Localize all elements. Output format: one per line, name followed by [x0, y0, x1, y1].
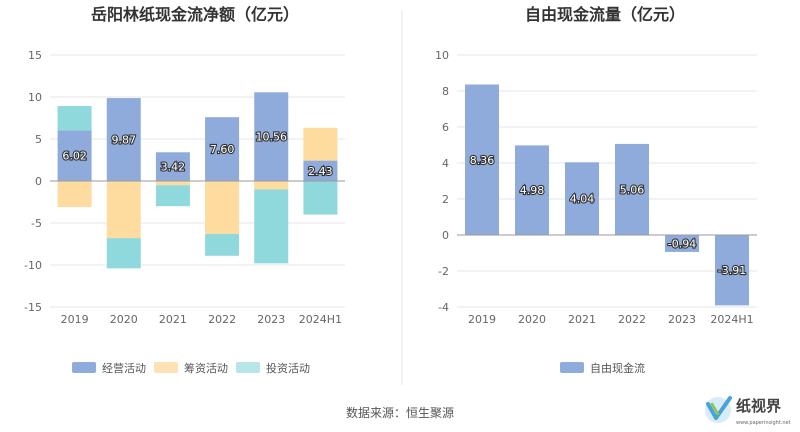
legend-label: 投资活动	[266, 361, 310, 375]
y-tick-label: -15	[24, 301, 42, 314]
bar-筹资活动-2021	[155, 181, 190, 186]
y-tick-label: -10	[24, 259, 42, 272]
data-label: 10.56	[256, 131, 288, 144]
bar-筹资活动-2022	[205, 181, 240, 234]
logo-url: www.paperinsight.net	[736, 420, 791, 426]
x-tick-label: 2022	[208, 313, 236, 326]
y-tick-label: 5	[35, 133, 42, 146]
bar-经营活动-2024H1	[303, 160, 338, 181]
bar-投资活动-2020	[106, 238, 141, 269]
bar-投资活动-2023	[254, 189, 289, 264]
data-label: 6.02	[62, 150, 87, 163]
y-tick-label: -5	[31, 217, 42, 230]
x-tick-label: 2023	[257, 313, 285, 326]
data-label: -0.94	[668, 237, 696, 250]
legend-item-经营活动[interactable]: 经营活动	[72, 361, 146, 375]
data-label: 4.98	[520, 184, 545, 197]
legend-swatch	[560, 362, 584, 373]
free-cashflow-chart: 自由现金流量（亿元） 10 8 6 4 2 0 -2 -4 8.36 2019 4.98 2020 4.0…	[435, 5, 757, 375]
logo-mark-icon	[705, 396, 732, 423]
bar-投资活动-2019	[57, 106, 92, 131]
x-tick-label: 2021	[568, 313, 596, 326]
logo-text: 纸视界	[736, 397, 781, 415]
source-note: 数据来源：恒生聚源	[346, 405, 454, 420]
y-tick-label: 10	[435, 49, 449, 62]
x-tick-label: 2024H1	[299, 313, 342, 326]
x-tick-label: 2019	[61, 313, 89, 326]
bar-经营活动-2023	[254, 92, 289, 181]
y-tick-label: -2	[438, 265, 449, 278]
y-tick-label: 15	[28, 49, 42, 62]
data-label: 8.36	[470, 154, 495, 167]
data-label: 9.87	[112, 134, 137, 147]
chart-title: 岳阳林纸现金流净额（亿元）	[91, 5, 299, 24]
bar-投资活动-2021	[155, 185, 190, 207]
x-tick-label: 2023	[668, 313, 696, 326]
bar-经营活动-2020	[106, 98, 141, 181]
bar-经营活动-2021	[155, 152, 190, 181]
bar-自由现金流-2022	[615, 143, 649, 235]
bar-自由现金流-2020	[515, 145, 549, 235]
data-label: 3.42	[161, 161, 186, 174]
x-tick-label: 2024H1	[710, 313, 753, 326]
cashflow-net-chart: 岳阳林纸现金流净额（亿元） 15 10 5 0 -5 -10 -15 6.02 2019 9.87 2…	[24, 5, 345, 375]
legend-label: 经营活动	[102, 361, 146, 375]
legend-label: 自由现金流	[590, 361, 645, 375]
x-tick-label: 2021	[159, 313, 187, 326]
x-tick-label: 2020	[110, 313, 138, 326]
legend-item-自由现金流[interactable]: 自由现金流	[560, 361, 645, 375]
bar-经营活动-2022	[205, 117, 240, 181]
bar-筹资活动-2020	[106, 181, 141, 239]
data-label: 5.06	[620, 183, 645, 196]
legend-swatch	[236, 362, 260, 373]
y-tick-label: 0	[442, 229, 449, 242]
data-label: 7.60	[210, 143, 235, 156]
y-tick-label: 0	[35, 175, 42, 188]
legend-item-投资活动[interactable]: 投资活动	[236, 361, 310, 375]
y-tick-label: 6	[442, 121, 449, 134]
y-tick-label: -4	[438, 301, 449, 314]
chart-title: 自由现金流量（亿元）	[525, 5, 685, 24]
y-tick-label: 8	[442, 85, 449, 98]
bar-自由现金流-2019	[465, 84, 499, 236]
x-tick-label: 2019	[468, 313, 496, 326]
bar-自由现金流-2021	[565, 162, 599, 235]
bar-自由现金流-2024H1	[715, 235, 749, 306]
y-tick-label: 10	[28, 91, 42, 104]
data-label: -3.91	[718, 264, 746, 277]
bar-经营活动-2019	[57, 130, 92, 181]
legend-swatch	[72, 362, 96, 373]
legend-label: 筹资活动	[184, 361, 228, 375]
y-tick-label: 2	[442, 193, 449, 206]
x-tick-label: 2020	[518, 313, 546, 326]
bar-自由现金流-2023	[665, 235, 699, 252]
legend-item-筹资活动[interactable]: 筹资活动	[154, 361, 228, 375]
bar-筹资活动-2024H1	[303, 127, 338, 161]
bar-投资活动-2024H1	[303, 181, 338, 215]
paperinsight-logo: 纸视界 www.paperinsight.net	[705, 396, 791, 426]
data-label: 4.04	[570, 193, 595, 206]
bar-筹资活动-2019	[57, 181, 92, 208]
data-label: 2.43	[308, 165, 333, 178]
x-tick-label: 2022	[618, 313, 646, 326]
legend-swatch	[154, 362, 178, 373]
bar-投资活动-2022	[205, 233, 240, 256]
bar-筹资活动-2023	[254, 181, 289, 190]
y-tick-label: 4	[442, 157, 449, 170]
